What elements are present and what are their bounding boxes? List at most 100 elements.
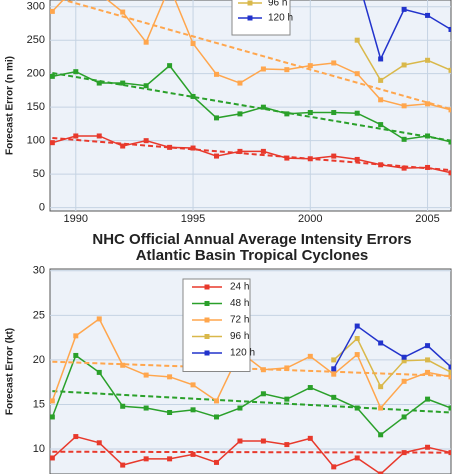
data-point [96,440,102,446]
y-tick-label: 30 [33,265,45,277]
data-point [354,323,360,329]
data-point [260,438,266,444]
data-point [96,133,102,139]
legend-label: 120 h [230,348,255,359]
data-point [378,77,384,83]
data-point [120,80,126,86]
data-point [331,110,337,116]
data-point [73,69,79,75]
data-point [260,148,266,154]
data-point [378,162,384,168]
data-point [354,352,360,358]
data-point [237,111,243,117]
legend-marker [204,284,210,290]
data-point [143,39,149,45]
data-point [354,110,360,116]
data-point [378,471,384,474]
data-point [73,352,79,358]
data-point [284,442,290,448]
plot-marks [50,0,451,176]
data-point [307,435,313,441]
y-tick-label: 50 [33,168,45,180]
legend-marker [247,0,253,6]
legend-label: 48 h [230,298,249,309]
data-point [50,140,55,146]
trend-line [52,136,451,172]
legend-marker [247,15,253,21]
trend-line [52,72,451,142]
data-point [143,138,149,144]
data-point [307,385,313,391]
data-point [378,432,384,438]
data-point [190,41,196,47]
data-point [167,456,173,462]
data-point [378,122,384,128]
y-axis-title: Forecast Error (n mi) [5,56,16,155]
data-point [73,133,79,139]
data-point [260,367,266,373]
data-point [190,407,196,413]
data-point [50,414,55,420]
data-point [167,144,173,150]
data-point [120,9,126,15]
legend-marker [204,301,210,306]
data-point [401,414,407,420]
data-point [354,71,360,77]
y-tick-label: 0 [39,202,45,214]
data-point [331,153,337,159]
data-point [120,362,126,368]
y-tick-label: 250 [27,34,45,46]
chart-subtitle: Atlantic Basin Tropical Cyclones [136,247,369,264]
data-point [213,398,219,404]
data-point [401,450,407,456]
data-point [213,115,219,121]
y-axis-title: Forecast Error (kt) [5,328,16,415]
data-point [307,110,313,116]
data-point [96,80,102,86]
series-line [51,0,451,111]
legend-label: 96 h [268,0,287,9]
data-point [378,340,384,346]
y-tick-label: 25 [33,309,45,321]
data-point [448,374,451,380]
data-point [448,107,451,113]
data-point [237,405,243,411]
data-point [425,101,431,107]
trend-line [60,0,451,111]
data-point [50,8,55,14]
data-point [401,6,407,12]
data-point [237,80,243,86]
data-point [354,455,360,461]
plot-marks [50,316,451,474]
data-point [425,133,431,139]
y-tick-label: 100 [27,135,45,147]
data-point [307,353,313,359]
y-tick-label: 150 [27,101,45,113]
data-point [448,369,451,375]
data-point [425,343,431,349]
data-point [260,391,266,397]
data-point [425,369,431,375]
data-point [50,455,55,461]
data-point [354,405,360,411]
data-point [284,365,290,371]
data-point [448,364,451,370]
data-point [213,71,219,77]
data-point [401,103,407,109]
trend-line [52,450,451,454]
data-point [50,73,55,79]
series-line [52,135,451,174]
x-tick-label: 2005 [415,213,439,225]
y-tick-label: 10 [33,443,45,455]
data-point [425,164,431,170]
data-point [331,394,337,400]
series-line [333,324,451,370]
data-point [260,104,266,110]
legend-box [182,278,251,372]
series-line [51,354,451,436]
data-point [190,451,196,457]
data-point [448,139,451,145]
legend-marker [204,350,210,356]
data-point [331,60,337,66]
trend-line [52,360,451,377]
